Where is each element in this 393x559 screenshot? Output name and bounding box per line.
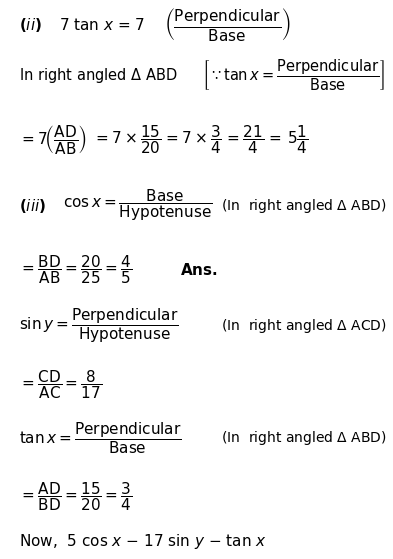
- Text: $\left(\dfrac{\mathrm{Perpendicular}}{\mathrm{Base}}\right)$: $\left(\dfrac{\mathrm{Perpendicular}}{\m…: [164, 6, 291, 43]
- Text: $\mathbf{Ans.}$: $\mathbf{Ans.}$: [180, 262, 217, 278]
- Text: $= 7\!\left(\dfrac{\mathrm{AD}}{\mathrm{AB}}\right)$: $= 7\!\left(\dfrac{\mathrm{AD}}{\mathrm{…: [19, 124, 87, 157]
- Text: $= \dfrac{\mathrm{AD}}{\mathrm{BD}} = \dfrac{15}{20} = \dfrac{3}{4}$: $= \dfrac{\mathrm{AD}}{\mathrm{BD}} = \d…: [19, 481, 132, 513]
- Text: (In  right angled $\Delta$ ABD): (In right angled $\Delta$ ABD): [221, 429, 387, 447]
- Text: $\cos x = \dfrac{\mathrm{Base}}{\mathrm{Hypotenuse}}$: $\cos x = \dfrac{\mathrm{Base}}{\mathrm{…: [62, 188, 212, 224]
- Text: $= \dfrac{21}{4}$: $= \dfrac{21}{4}$: [224, 124, 264, 156]
- Text: ($\mathit{ii}$): ($\mathit{ii}$): [19, 16, 42, 34]
- Text: 7 tan $x$ = 7: 7 tan $x$ = 7: [59, 17, 145, 33]
- Text: $\sin y = \dfrac{\mathrm{Perpendicular}}{\mathrm{Hypotenuse}}$: $\sin y = \dfrac{\mathrm{Perpendicular}}…: [19, 307, 179, 345]
- Text: $= 7 \times \dfrac{3}{4}$: $= 7 \times \dfrac{3}{4}$: [163, 124, 221, 156]
- Text: $= \dfrac{\mathrm{BD}}{\mathrm{AB}} = \dfrac{20}{25} = \dfrac{4}{5}$: $= \dfrac{\mathrm{BD}}{\mathrm{AB}} = \d…: [19, 253, 132, 286]
- Text: $= 7 \times \dfrac{15}{20}$: $= 7 \times \dfrac{15}{20}$: [93, 124, 161, 156]
- Text: $\tan x = \dfrac{\mathrm{Perpendicular}}{\mathrm{Base}}$: $\tan x = \dfrac{\mathrm{Perpendicular}}…: [19, 420, 182, 456]
- Text: Now,  5 cos $x$ $-$ 17 sin $y$ $-$ tan $x$: Now, 5 cos $x$ $-$ 17 sin $y$ $-$ tan $x…: [19, 532, 267, 551]
- Text: $=\!\ 5\dfrac{1}{4}$: $=\!\ 5\dfrac{1}{4}$: [266, 124, 309, 156]
- Text: In right angled $\Delta$ ABD: In right angled $\Delta$ ABD: [19, 66, 178, 85]
- Text: (In  right angled $\Delta$ ABD): (In right angled $\Delta$ ABD): [221, 197, 387, 215]
- Text: $\left[\because \tan x = \dfrac{\mathrm{Perpendicular}}{\mathrm{Base}}\right]$: $\left[\because \tan x = \dfrac{\mathrm{…: [202, 58, 385, 93]
- Text: (In  right angled $\Delta$ ACD): (In right angled $\Delta$ ACD): [221, 317, 387, 335]
- Text: $= \dfrac{\mathrm{CD}}{\mathrm{AC}} = \dfrac{8}{17}$: $= \dfrac{\mathrm{CD}}{\mathrm{AC}} = \d…: [19, 368, 102, 401]
- Text: ($\mathit{iii}$): ($\mathit{iii}$): [19, 197, 46, 215]
